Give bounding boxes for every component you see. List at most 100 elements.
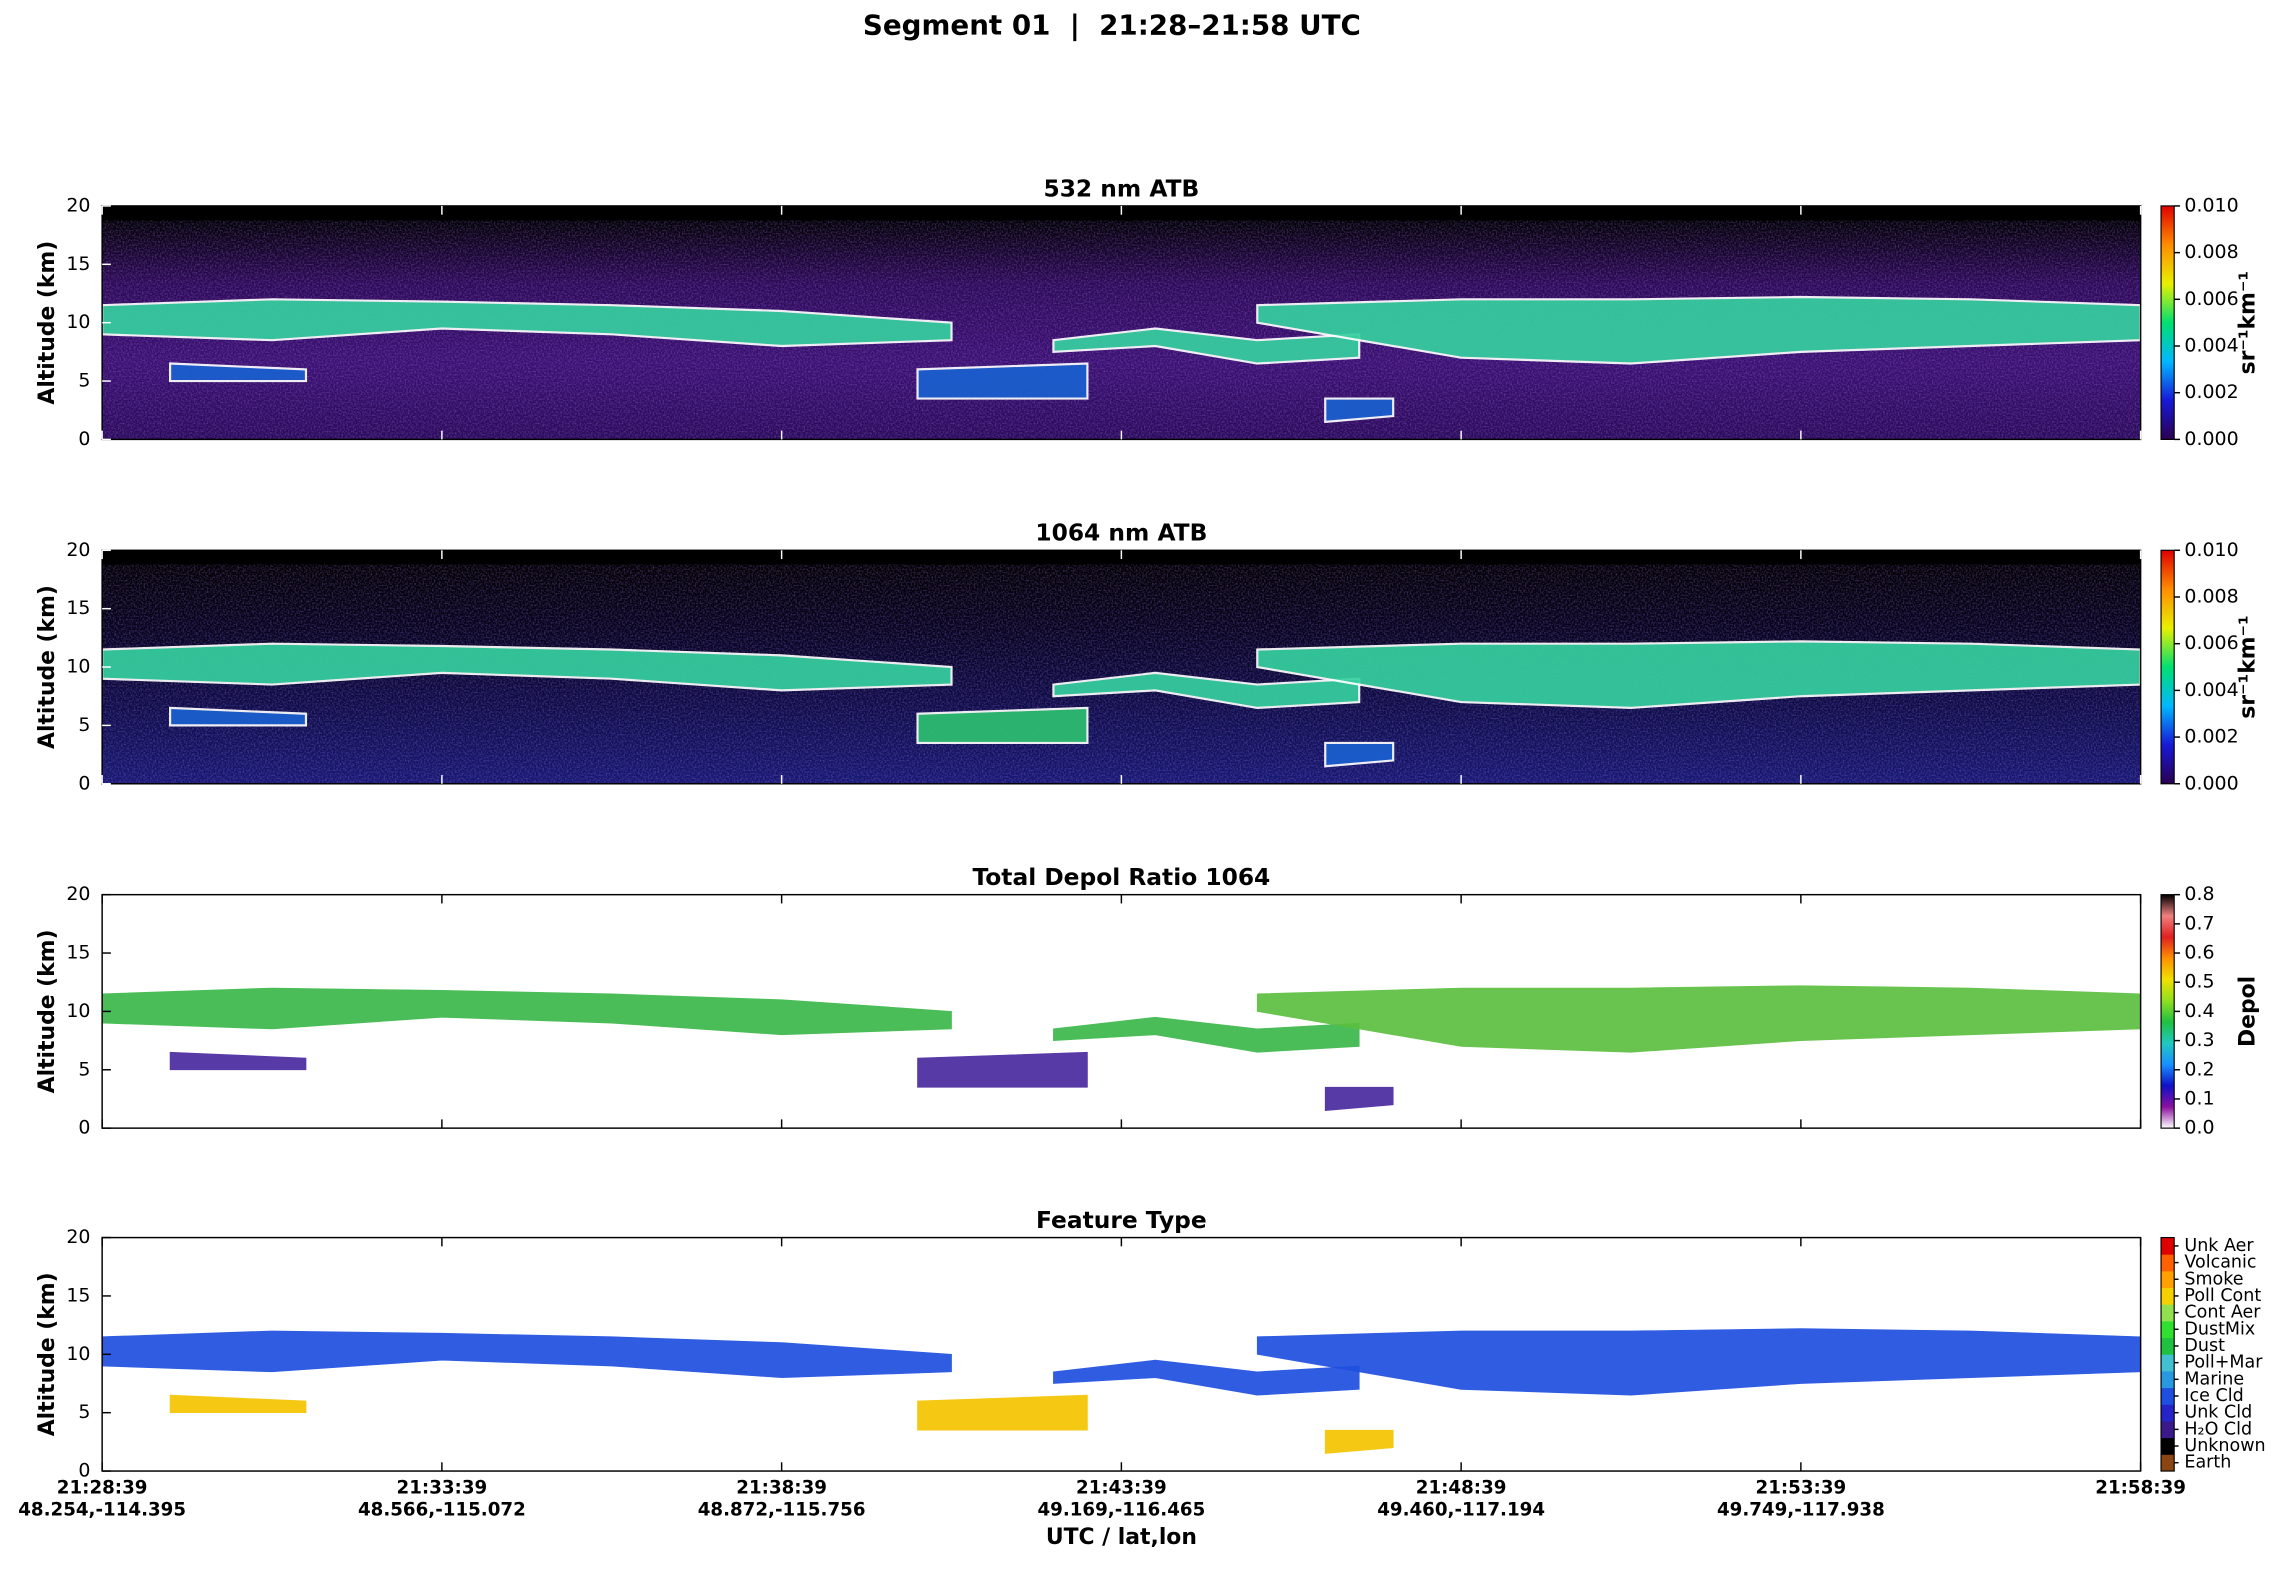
y-tick-label: 20 bbox=[66, 1226, 90, 1248]
feature-layer bbox=[169, 1051, 307, 1071]
x-tick-label: 21:53:39 bbox=[1756, 1478, 1847, 1499]
x-tick-label: 21:48:39 bbox=[1416, 1478, 1507, 1499]
feature-layer bbox=[917, 1051, 1088, 1088]
colorbar-segment bbox=[2161, 1387, 2175, 1405]
colorbar-segment bbox=[2161, 1237, 2175, 1255]
colorbar-tick-label: 0.010 bbox=[2184, 539, 2238, 561]
y-axis-label: Altitude (km) bbox=[35, 585, 60, 749]
colorbar-category: Poll+Mar bbox=[2184, 1353, 2263, 1373]
figure-title: Segment 01 | 21:28–21:58 UTC bbox=[863, 8, 1361, 41]
feature-layer bbox=[168, 362, 308, 383]
x-tick-position: 48.872,-115.756 bbox=[698, 1499, 866, 1520]
x-tick-position: 48.566,-115.072 bbox=[358, 1499, 526, 1520]
colorbar-category: Ice Cld bbox=[2184, 1386, 2243, 1406]
y-tick-label: 5 bbox=[78, 370, 90, 392]
feature-layer bbox=[917, 1394, 1088, 1431]
y-tick-label: 15 bbox=[66, 942, 90, 964]
colorbar-category: Smoke bbox=[2184, 1269, 2243, 1289]
colorbar-frame bbox=[2160, 894, 2175, 1129]
feature-layer bbox=[1053, 1016, 1360, 1053]
y-tick-label: 5 bbox=[78, 1401, 90, 1423]
colorbar-tick-label: 0.3 bbox=[2184, 1029, 2214, 1051]
feature-layer bbox=[916, 706, 1089, 745]
y-tick-label: 15 bbox=[66, 597, 90, 619]
colorbar-segment bbox=[2161, 1287, 2175, 1305]
colorbar-tick-label: 0.006 bbox=[2184, 288, 2238, 310]
feature-layer bbox=[1052, 327, 1361, 365]
colorbar-segment bbox=[2161, 1404, 2175, 1422]
panel-title: 532 nm ATB bbox=[1043, 174, 1199, 202]
colorbar-category: Unknown bbox=[2184, 1436, 2265, 1456]
colorbar-category: Volcanic bbox=[2184, 1253, 2256, 1273]
colorbar-tick-label: 0.000 bbox=[2184, 772, 2238, 794]
panel-title: Feature Type bbox=[1036, 1206, 1207, 1234]
colorbar-tick-label: 0.5 bbox=[2184, 971, 2214, 993]
colorbar-category: Earth bbox=[2184, 1453, 2231, 1473]
y-tick-label: 5 bbox=[78, 714, 90, 736]
y-tick-label: 20 bbox=[66, 194, 90, 216]
y-tick-label: 20 bbox=[66, 883, 90, 905]
colorbar-tick-label: 0.008 bbox=[2184, 585, 2238, 607]
colorbar-label: sr⁻¹km⁻¹ bbox=[2236, 271, 2261, 374]
colorbar-segment bbox=[2161, 1320, 2175, 1339]
feature-layer bbox=[1052, 671, 1361, 709]
x-tick-label: 21:43:39 bbox=[1076, 1478, 1167, 1499]
panel-title: 1064 nm ATB bbox=[1035, 519, 1207, 547]
colorbar-tick-label: 0.4 bbox=[2184, 1000, 2214, 1022]
colorbar-label: Depol bbox=[2236, 976, 2261, 1047]
colorbar-category: Marine bbox=[2184, 1369, 2244, 1389]
y-tick-label: 15 bbox=[66, 1284, 90, 1306]
colorbar-category: Dust bbox=[2184, 1336, 2225, 1356]
colorbar-tick-label: 0.002 bbox=[2184, 726, 2238, 748]
x-tick-label: 21:38:39 bbox=[736, 1478, 827, 1499]
x-tick-label: 21:33:39 bbox=[397, 1478, 488, 1499]
colorbar bbox=[2161, 550, 2175, 784]
colorbar-segment bbox=[2161, 1270, 2175, 1289]
feature-layer bbox=[101, 987, 952, 1036]
y-tick-label: 10 bbox=[66, 1343, 90, 1365]
colorbar-tick-label: 0.8 bbox=[2184, 883, 2214, 905]
colorbar-tick-label: 0.2 bbox=[2184, 1058, 2214, 1080]
feature-layer bbox=[168, 706, 308, 727]
y-axis-label: Altitude (km) bbox=[35, 241, 60, 405]
feature-layer bbox=[916, 362, 1089, 400]
feature-layer bbox=[1324, 397, 1395, 424]
feature-layer bbox=[1324, 741, 1395, 768]
colorbar-category: Poll Cont bbox=[2184, 1286, 2261, 1306]
colorbar-category: H₂O Cld bbox=[2184, 1419, 2252, 1439]
colorbar-segment bbox=[2161, 1437, 2175, 1455]
feature-layer bbox=[101, 1330, 952, 1379]
colorbar-category: DustMix bbox=[2184, 1319, 2255, 1339]
colorbar-tick-label: 0.000 bbox=[2184, 428, 2238, 450]
feature-layer bbox=[1053, 1359, 1360, 1396]
colorbar-frame bbox=[2160, 1236, 2175, 1472]
colorbar-tick-label: 0.7 bbox=[2184, 912, 2214, 934]
y-tick-label: 5 bbox=[78, 1058, 90, 1080]
y-tick-label: 10 bbox=[66, 1000, 90, 1022]
colorbar-segment bbox=[2161, 1304, 2175, 1322]
x-tick-position: 49.460,-117.194 bbox=[1377, 1499, 1545, 1520]
y-tick-label: 20 bbox=[66, 539, 90, 561]
colorbar-segment bbox=[2161, 1421, 2175, 1439]
colorbar-segment bbox=[2161, 1370, 2175, 1389]
colorbar-segment bbox=[2161, 1454, 2175, 1472]
feature-layer bbox=[1324, 1086, 1394, 1112]
x-tick-position: 48.254,-114.395 bbox=[18, 1499, 186, 1520]
colorbar-tick-label: 0.004 bbox=[2184, 335, 2238, 357]
x-tick-position: 49.749,-117.938 bbox=[1717, 1499, 1885, 1520]
colorbar-category: Cont Aer bbox=[2184, 1303, 2261, 1323]
y-tick-label: 0 bbox=[78, 1460, 90, 1482]
y-axis-label: Altitude (km) bbox=[35, 1272, 60, 1436]
colorbar-frame bbox=[2160, 205, 2175, 440]
x-tick-label: 21:28:39 bbox=[57, 1478, 148, 1499]
colorbar-tick-label: 0.008 bbox=[2184, 241, 2238, 263]
colorbar-frame bbox=[2160, 549, 2175, 785]
y-tick-label: 10 bbox=[66, 656, 90, 678]
y-axis-label: Altitude (km) bbox=[35, 929, 60, 1093]
y-tick-label: 0 bbox=[78, 428, 90, 450]
colorbar-tick-label: 0.010 bbox=[2184, 194, 2238, 216]
colorbar-segment bbox=[2161, 1354, 2175, 1372]
colorbar-tick-label: 0.0 bbox=[2184, 1117, 2214, 1139]
colorbar-tick-label: 0.1 bbox=[2184, 1087, 2214, 1109]
